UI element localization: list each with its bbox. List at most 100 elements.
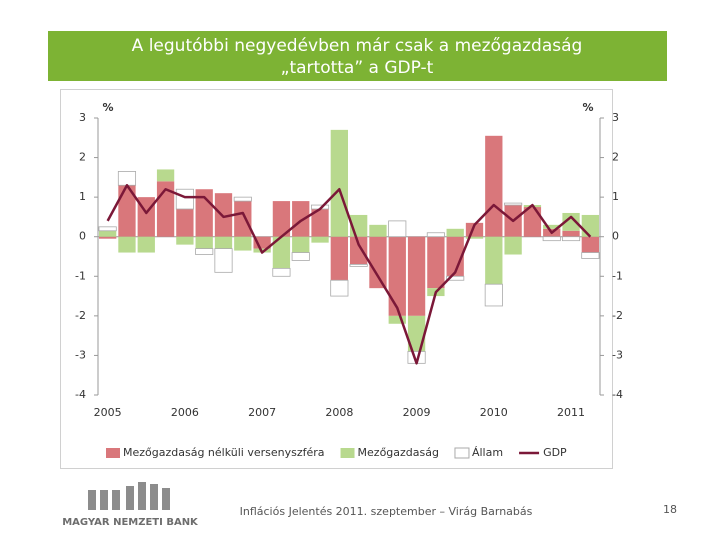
bar [369, 224, 387, 237]
bar [176, 209, 194, 237]
line [106, 184, 592, 365]
bar [446, 228, 464, 237]
bar [117, 171, 137, 186]
legend-label: Mezőgazdaság nélküli versenyszféra [123, 446, 325, 459]
bar [156, 169, 175, 182]
bar [195, 236, 213, 249]
bar [214, 193, 233, 237]
y2-tick-label: 0 [612, 230, 619, 243]
y-tick-label: -3 [75, 348, 86, 361]
bar [504, 202, 523, 206]
x-tick-label: 2006 [171, 406, 199, 419]
bar [330, 129, 348, 237]
title-bar [48, 31, 667, 81]
y-tick-label: 3 [79, 111, 86, 124]
y-tick-label: 0 [79, 230, 86, 243]
bar [485, 236, 503, 285]
bar [234, 201, 252, 237]
bar [330, 236, 348, 281]
bar [292, 201, 310, 237]
legend-label: Állam [472, 446, 503, 459]
bar [581, 252, 600, 259]
bar [484, 283, 503, 307]
bar [137, 236, 155, 253]
bar [562, 212, 580, 231]
legend-swatch [454, 447, 470, 459]
y-tick-label: 1 [79, 190, 86, 203]
bar [407, 315, 426, 352]
bar [330, 279, 349, 297]
bar [118, 185, 136, 237]
bar [542, 236, 561, 242]
bar [233, 196, 252, 202]
bar [311, 209, 329, 237]
y-axis-label: % [102, 101, 113, 114]
bar [292, 236, 310, 253]
bar [214, 248, 233, 273]
y-tick-label: -4 [75, 388, 86, 401]
x-tick-label: 2009 [403, 406, 431, 419]
x-tick-label: 2007 [248, 406, 276, 419]
bar [581, 236, 599, 253]
y-tick-label: -2 [75, 309, 86, 322]
y2-tick-label: 1 [612, 190, 619, 203]
y2-tick-label: 2 [612, 151, 619, 164]
bar [427, 236, 445, 289]
legend-label: Mezőgazdaság [358, 446, 439, 459]
bar [562, 230, 580, 237]
x-tick-label: 2008 [325, 406, 353, 419]
logo [88, 482, 170, 510]
bar [543, 224, 561, 229]
bar [388, 220, 407, 238]
bar [349, 264, 368, 267]
title-line: A legutóbbi negyedévben már csak a mezőg… [132, 36, 583, 56]
y2-tick-label: -3 [612, 348, 623, 361]
legend-label: GDP [543, 446, 567, 459]
footer-text: Inflációs Jelentés 2011. szeptember – Vi… [240, 505, 533, 518]
bar [272, 236, 291, 269]
bar [272, 201, 291, 237]
bar [465, 236, 484, 239]
bar [98, 226, 117, 232]
y2-tick-label: 3 [612, 111, 619, 124]
legend-swatch [106, 448, 120, 458]
bar [214, 236, 233, 249]
bar [175, 188, 194, 210]
bar [195, 248, 214, 255]
bar [272, 267, 291, 277]
legend-swatch [340, 448, 355, 458]
bar [388, 315, 406, 324]
title-line: „tartotta” a GDP-t [281, 58, 434, 78]
bar [581, 214, 599, 237]
bar [523, 207, 542, 237]
y-tick-label: -1 [75, 269, 86, 282]
bar [446, 275, 465, 281]
bar [311, 236, 329, 243]
x-tick-label: 2005 [94, 406, 122, 419]
bar [176, 236, 194, 245]
y2-tick-label: -4 [612, 388, 623, 401]
bar [291, 252, 310, 261]
y2-tick-label: -2 [612, 309, 623, 322]
bar [426, 232, 445, 238]
bar [388, 236, 406, 316]
bar [561, 236, 581, 242]
bar [369, 236, 387, 289]
bar [253, 236, 271, 249]
bar [446, 236, 464, 277]
bar [504, 236, 522, 255]
bar [234, 236, 252, 251]
bar [407, 236, 426, 316]
page-number: 18 [663, 503, 677, 516]
y-tick-label: 2 [79, 151, 86, 164]
bar [118, 236, 136, 253]
bar [350, 236, 368, 265]
bank-name: MAGYAR NEMZETI BANK [62, 517, 199, 528]
x-tick-label: 2010 [480, 406, 508, 419]
y2-axis-label: % [582, 101, 593, 114]
y2-tick-label: -1 [612, 269, 623, 282]
x-tick-label: 2011 [557, 406, 585, 419]
bar [99, 236, 117, 239]
bar [485, 135, 503, 237]
